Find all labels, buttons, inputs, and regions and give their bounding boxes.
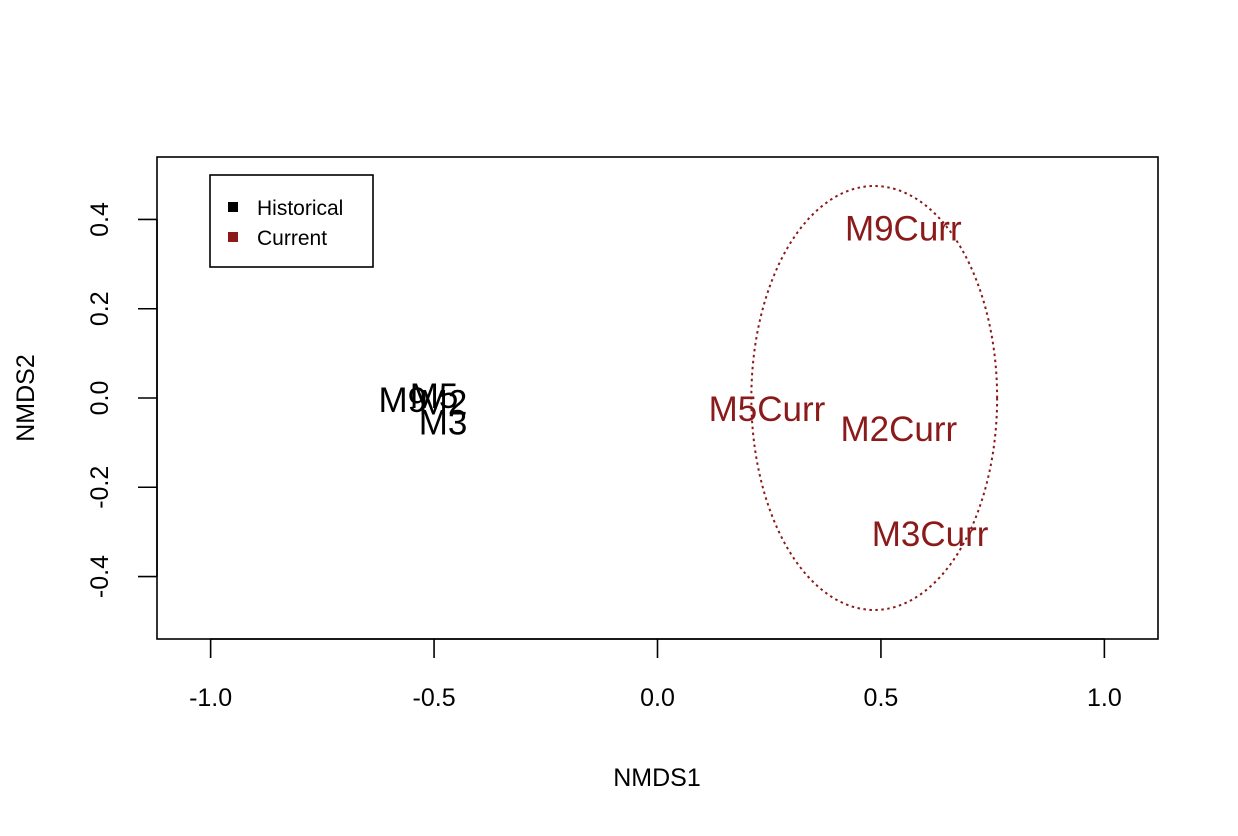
x-tick-label-1: -0.5 bbox=[413, 684, 456, 712]
point-m2curr: M2Curr bbox=[840, 410, 957, 449]
legend: Historical Current bbox=[209, 174, 374, 268]
y-axis-label: NMDS2 bbox=[12, 354, 40, 442]
point-m9: M9 bbox=[378, 381, 427, 420]
point-m2: M2 bbox=[419, 383, 468, 422]
legend-swatch-historical bbox=[228, 202, 238, 212]
y-tick-label-3: 0.2 bbox=[86, 291, 114, 326]
point-m5curr: M5Curr bbox=[709, 390, 826, 429]
point-m9curr: M9Curr bbox=[845, 209, 962, 248]
current-group-ellipse bbox=[750, 185, 999, 611]
legend-label-historical: Historical bbox=[257, 197, 343, 220]
y-tick-label-2: 0.0 bbox=[86, 381, 114, 416]
x-tick-label-4: 1.0 bbox=[1087, 684, 1122, 712]
x-tick-label-0: -1.0 bbox=[189, 684, 232, 712]
x-axis-label: NMDS1 bbox=[613, 764, 701, 792]
point-m5: M5 bbox=[410, 377, 459, 416]
axes: -1.0 -0.5 0.0 0.5 1.0 -0.4 -0.2 0.0 0.2 0.4 bbox=[86, 156, 1159, 712]
x-tick-label-3: 0.5 bbox=[864, 684, 899, 712]
y-tick-label-0: -0.4 bbox=[86, 555, 114, 598]
point-m3curr: M3Curr bbox=[872, 515, 989, 554]
x-tick-label-2: 0.0 bbox=[640, 684, 675, 712]
legend-swatch-current bbox=[228, 232, 238, 242]
point-m3: M3 bbox=[419, 404, 468, 443]
y-tick-label-4: 0.4 bbox=[86, 202, 114, 237]
legend-label-current: Current bbox=[257, 227, 327, 250]
y-tick-label-1: -0.2 bbox=[86, 466, 114, 509]
legend-box bbox=[209, 174, 374, 268]
current-ellipse-layer bbox=[750, 185, 999, 611]
